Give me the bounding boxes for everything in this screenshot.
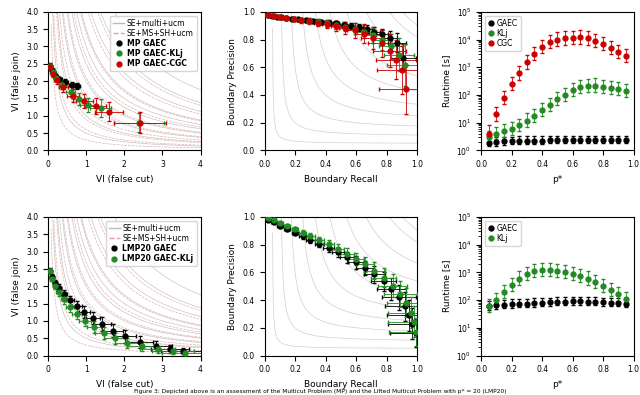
X-axis label: VI (false cut): VI (false cut) xyxy=(95,175,153,184)
Legend: GAEC, KLj: GAEC, KLj xyxy=(485,221,520,246)
Y-axis label: Runtime [s]: Runtime [s] xyxy=(442,260,451,312)
Y-axis label: VI (false join): VI (false join) xyxy=(12,256,20,316)
Y-axis label: Runtime [s]: Runtime [s] xyxy=(442,55,451,107)
X-axis label: Boundary Recall: Boundary Recall xyxy=(304,175,378,184)
Legend: SE+multi+ucm, SE+MS+SH+ucm, LMP20 GAEC, LMP20 GAEC-KLj: SE+multi+ucm, SE+MS+SH+ucm, LMP20 GAEC, … xyxy=(106,221,196,266)
X-axis label: p*: p* xyxy=(552,380,563,389)
Legend: GAEC, KLj, CGC: GAEC, KLj, CGC xyxy=(485,16,520,51)
Y-axis label: VI (false join): VI (false join) xyxy=(12,51,20,111)
X-axis label: VI (false cut): VI (false cut) xyxy=(95,380,153,389)
X-axis label: Boundary Recall: Boundary Recall xyxy=(304,380,378,389)
X-axis label: p*: p* xyxy=(552,175,563,184)
Y-axis label: Boundary Precision: Boundary Precision xyxy=(228,38,237,124)
Y-axis label: Boundary Precision: Boundary Precision xyxy=(228,243,237,330)
Legend: SE+multi+ucm, SE+MS+SH+ucm, MP GAEC, MP GAEC-KLj, MP GAEC-CGC: SE+multi+ucm, SE+MS+SH+ucm, MP GAEC, MP … xyxy=(110,16,196,71)
Text: Figure 3: Depicted above is an assessment of the Multicut Problem (MP) and the L: Figure 3: Depicted above is an assessmen… xyxy=(134,389,506,394)
